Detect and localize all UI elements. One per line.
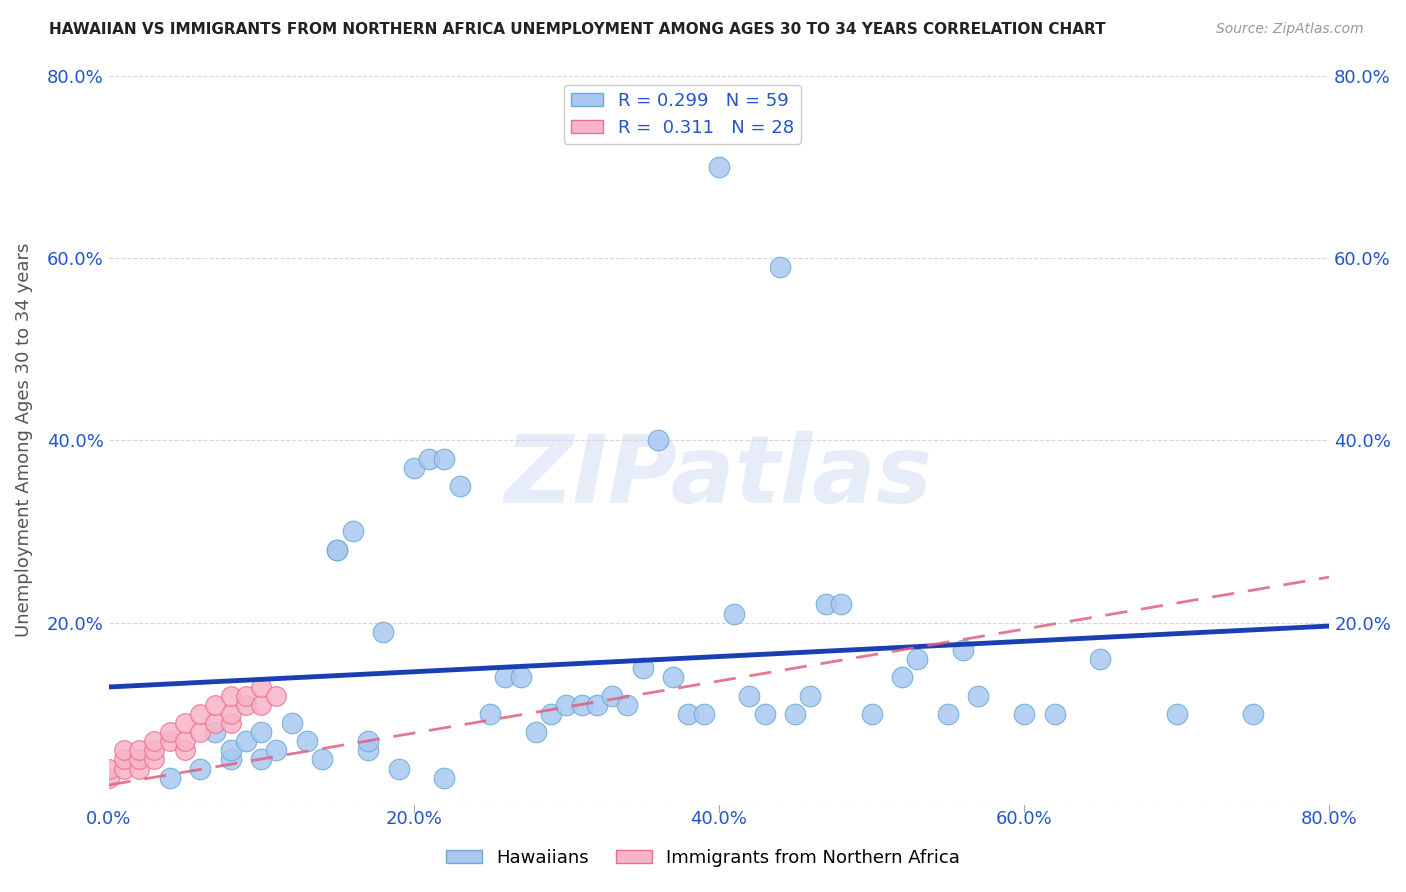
Point — [219, 689, 242, 703]
Point — [342, 524, 364, 539]
Point — [143, 734, 166, 748]
Point — [814, 598, 837, 612]
Point — [586, 698, 609, 712]
Point — [616, 698, 638, 712]
Y-axis label: Unemployment Among Ages 30 to 34 years: Unemployment Among Ages 30 to 34 years — [15, 244, 32, 638]
Point — [692, 706, 714, 721]
Point — [860, 706, 883, 721]
Point — [418, 451, 440, 466]
Point — [143, 752, 166, 766]
Point — [326, 542, 349, 557]
Point — [235, 734, 257, 748]
Point — [128, 762, 150, 776]
Point — [174, 716, 197, 731]
Point — [891, 670, 914, 684]
Point — [433, 771, 456, 785]
Point — [952, 643, 974, 657]
Point — [250, 725, 273, 739]
Point — [769, 260, 792, 274]
Point — [433, 451, 456, 466]
Point — [830, 598, 852, 612]
Point — [250, 680, 273, 694]
Point — [219, 752, 242, 766]
Point — [128, 752, 150, 766]
Point — [174, 734, 197, 748]
Point — [936, 706, 959, 721]
Point — [387, 762, 409, 776]
Point — [112, 762, 135, 776]
Point — [174, 743, 197, 757]
Point — [143, 743, 166, 757]
Point — [204, 725, 226, 739]
Point — [235, 698, 257, 712]
Point — [97, 771, 120, 785]
Point — [266, 689, 288, 703]
Point — [449, 479, 471, 493]
Point — [159, 771, 181, 785]
Point — [799, 689, 821, 703]
Point — [204, 698, 226, 712]
Point — [250, 752, 273, 766]
Point — [647, 434, 669, 448]
Point — [250, 698, 273, 712]
Point — [280, 716, 302, 731]
Point — [600, 689, 623, 703]
Point — [112, 743, 135, 757]
Point — [509, 670, 531, 684]
Point — [373, 624, 395, 639]
Point — [662, 670, 685, 684]
Point — [357, 743, 380, 757]
Point — [571, 698, 593, 712]
Point — [188, 706, 211, 721]
Point — [112, 752, 135, 766]
Legend: Hawaiians, Immigrants from Northern Africa: Hawaiians, Immigrants from Northern Afri… — [439, 842, 967, 874]
Point — [159, 734, 181, 748]
Point — [219, 716, 242, 731]
Point — [97, 762, 120, 776]
Point — [678, 706, 700, 721]
Text: HAWAIIAN VS IMMIGRANTS FROM NORTHERN AFRICA UNEMPLOYMENT AMONG AGES 30 TO 34 YEA: HAWAIIAN VS IMMIGRANTS FROM NORTHERN AFR… — [49, 22, 1107, 37]
Point — [723, 607, 745, 621]
Point — [159, 725, 181, 739]
Point — [524, 725, 547, 739]
Point — [326, 542, 349, 557]
Point — [188, 725, 211, 739]
Point — [1090, 652, 1112, 666]
Point — [219, 706, 242, 721]
Point — [402, 460, 425, 475]
Text: Source: ZipAtlas.com: Source: ZipAtlas.com — [1216, 22, 1364, 37]
Point — [540, 706, 562, 721]
Point — [785, 706, 807, 721]
Point — [479, 706, 502, 721]
Point — [707, 160, 730, 174]
Point — [555, 698, 578, 712]
Point — [1012, 706, 1035, 721]
Point — [967, 689, 990, 703]
Point — [311, 752, 333, 766]
Text: ZIPatlas: ZIPatlas — [505, 431, 934, 523]
Legend: R = 0.299   N = 59, R =  0.311   N = 28: R = 0.299 N = 59, R = 0.311 N = 28 — [564, 85, 801, 144]
Point — [494, 670, 516, 684]
Point — [219, 743, 242, 757]
Point — [1043, 706, 1066, 721]
Point — [128, 743, 150, 757]
Point — [1241, 706, 1264, 721]
Point — [235, 689, 257, 703]
Point — [1166, 706, 1188, 721]
Point — [357, 734, 380, 748]
Point — [754, 706, 776, 721]
Point — [905, 652, 928, 666]
Point — [631, 661, 654, 675]
Point — [204, 716, 226, 731]
Point — [266, 743, 288, 757]
Point — [188, 762, 211, 776]
Point — [295, 734, 318, 748]
Point — [738, 689, 761, 703]
